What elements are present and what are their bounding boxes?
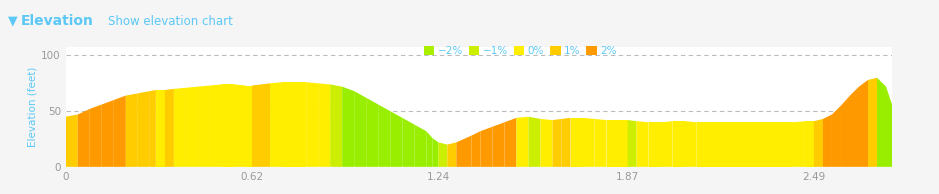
Polygon shape [732, 122, 745, 167]
Polygon shape [562, 118, 571, 167]
Polygon shape [198, 86, 210, 167]
Polygon shape [492, 122, 504, 167]
Polygon shape [174, 88, 186, 167]
Polygon shape [859, 80, 868, 167]
Polygon shape [814, 119, 823, 167]
Polygon shape [661, 121, 672, 167]
Polygon shape [607, 120, 619, 167]
Polygon shape [481, 127, 492, 167]
Text: Show elevation chart: Show elevation chart [108, 15, 233, 28]
Polygon shape [270, 82, 282, 167]
Polygon shape [594, 119, 607, 167]
Polygon shape [649, 122, 661, 167]
Polygon shape [868, 78, 877, 167]
Polygon shape [186, 87, 198, 167]
Polygon shape [456, 136, 471, 167]
Polygon shape [805, 121, 814, 167]
Polygon shape [709, 122, 721, 167]
Polygon shape [165, 89, 174, 167]
Polygon shape [342, 87, 354, 167]
Polygon shape [426, 131, 432, 167]
Polygon shape [331, 84, 342, 167]
Polygon shape [156, 90, 165, 167]
Polygon shape [685, 121, 697, 167]
Polygon shape [793, 121, 805, 167]
Polygon shape [432, 138, 439, 167]
Polygon shape [439, 142, 447, 167]
Polygon shape [246, 86, 252, 167]
Y-axis label: Elevation (feet): Elevation (feet) [27, 67, 37, 147]
Polygon shape [78, 109, 90, 167]
Polygon shape [721, 122, 732, 167]
Polygon shape [886, 87, 892, 167]
Polygon shape [414, 125, 426, 167]
Polygon shape [114, 96, 126, 167]
Polygon shape [354, 91, 366, 167]
Polygon shape [210, 84, 222, 167]
Polygon shape [252, 84, 261, 167]
Polygon shape [261, 83, 270, 167]
Polygon shape [582, 118, 594, 167]
Polygon shape [294, 82, 306, 167]
Legend: −2%, −1%, 0%, 1%, 2%: −2%, −1%, 0%, 1%, 2% [420, 42, 621, 61]
Polygon shape [637, 121, 649, 167]
Polygon shape [66, 114, 78, 167]
Polygon shape [126, 93, 138, 167]
Polygon shape [697, 122, 709, 167]
Polygon shape [769, 122, 781, 167]
Polygon shape [757, 122, 769, 167]
Polygon shape [516, 117, 529, 167]
Polygon shape [150, 90, 156, 167]
Polygon shape [823, 114, 832, 167]
Polygon shape [318, 83, 331, 167]
Text: Elevation: Elevation [21, 14, 94, 28]
Polygon shape [571, 118, 582, 167]
Polygon shape [672, 121, 685, 167]
Polygon shape [529, 117, 541, 167]
Polygon shape [841, 96, 850, 167]
Polygon shape [745, 122, 757, 167]
Polygon shape [471, 131, 481, 167]
Polygon shape [306, 82, 318, 167]
Polygon shape [832, 106, 841, 167]
Polygon shape [541, 119, 552, 167]
Polygon shape [627, 120, 637, 167]
Polygon shape [282, 82, 294, 167]
Polygon shape [402, 118, 414, 167]
Polygon shape [619, 120, 627, 167]
Polygon shape [447, 142, 456, 167]
Polygon shape [138, 91, 150, 167]
Polygon shape [101, 100, 114, 167]
Polygon shape [391, 111, 402, 167]
Polygon shape [366, 98, 378, 167]
Polygon shape [90, 105, 101, 167]
Polygon shape [234, 84, 246, 167]
Polygon shape [850, 87, 859, 167]
Polygon shape [781, 122, 793, 167]
Polygon shape [552, 119, 562, 167]
Polygon shape [378, 105, 391, 167]
Polygon shape [222, 84, 234, 167]
Polygon shape [504, 118, 516, 167]
Text: ▼: ▼ [8, 15, 17, 28]
Polygon shape [877, 78, 886, 167]
